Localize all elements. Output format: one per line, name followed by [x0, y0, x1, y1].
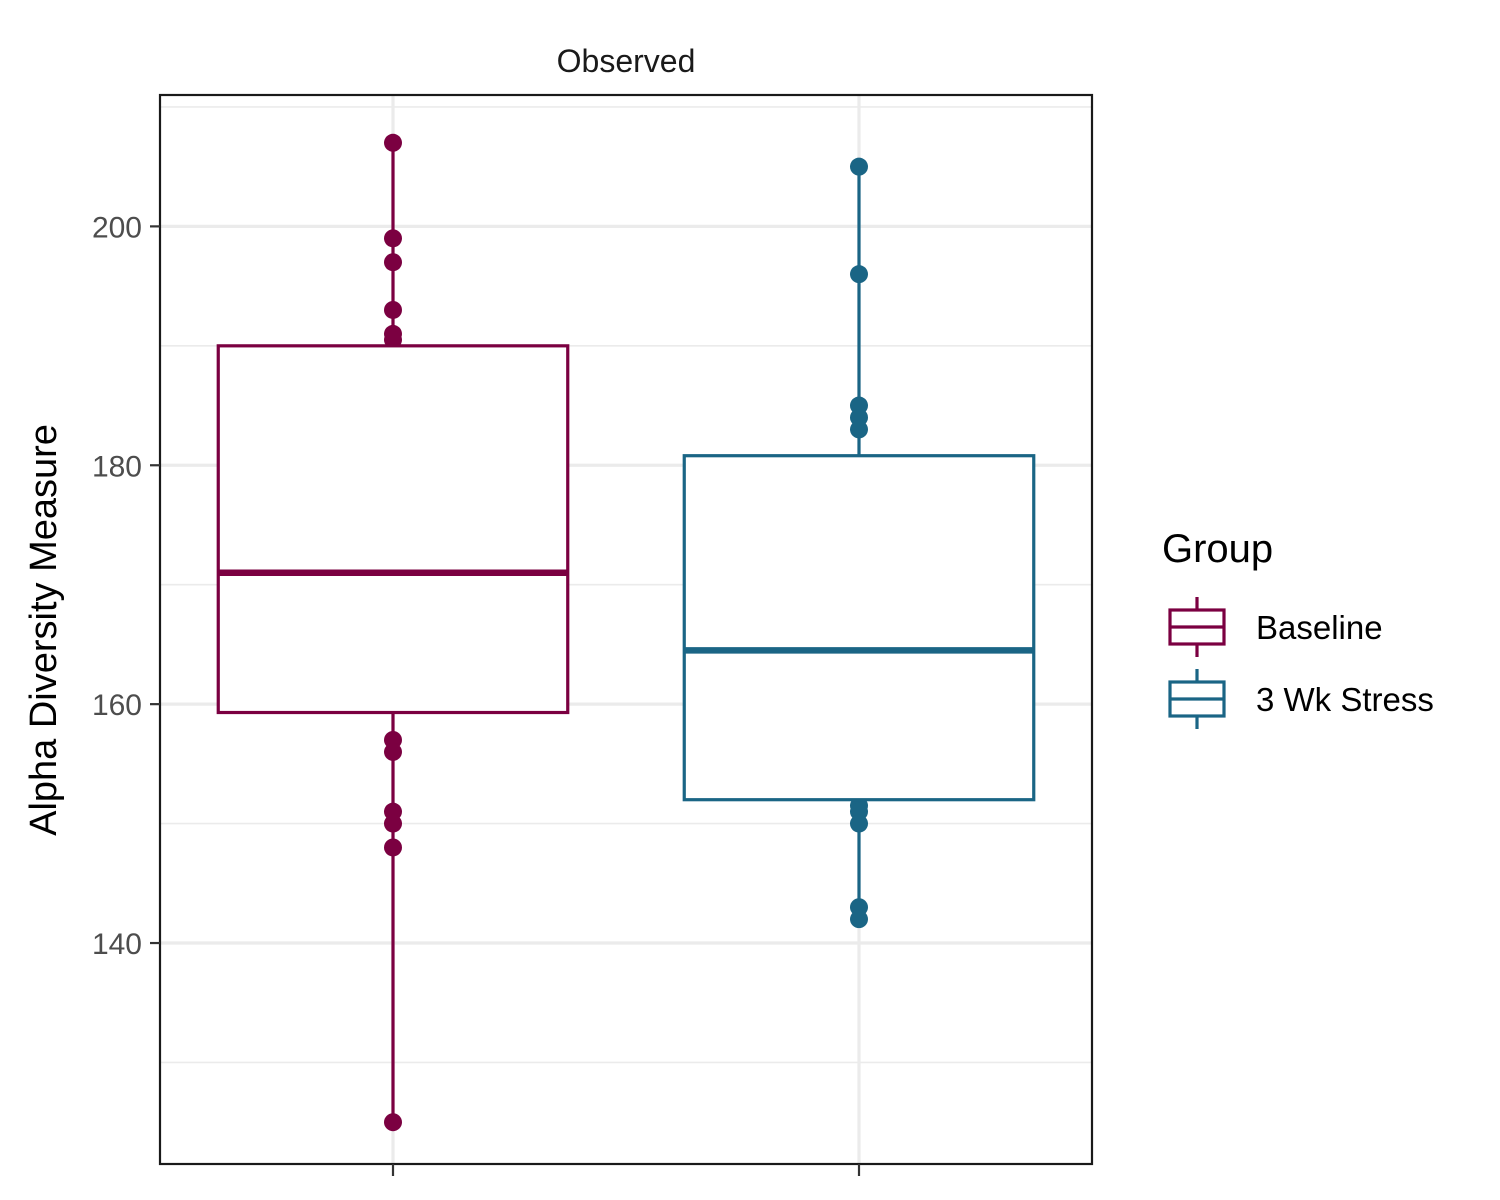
- data-point: [850, 910, 868, 929]
- legend-item: Baseline: [1168, 597, 1383, 657]
- legend-label: 3 Wk Stress: [1256, 681, 1434, 718]
- legend-label: Baseline: [1256, 609, 1383, 646]
- data-point: [850, 157, 868, 176]
- y-tick-label: 180: [92, 450, 142, 483]
- data-point: [384, 229, 402, 248]
- y-tick-label: 160: [92, 689, 142, 722]
- legend-title: Group: [1162, 527, 1273, 571]
- data-point: [384, 253, 402, 272]
- data-point: [850, 814, 868, 833]
- data-point: [384, 838, 402, 857]
- data-point: [384, 814, 402, 833]
- box-group: [216, 133, 570, 1132]
- legend: Group Baseline 3 Wk Stress: [1162, 527, 1434, 729]
- plot-area: [216, 133, 1036, 1132]
- data-point: [384, 133, 402, 152]
- box-group: [682, 157, 1036, 929]
- box: [216, 344, 570, 715]
- data-point: [850, 265, 868, 284]
- y-tick-label: 200: [92, 211, 142, 244]
- y-tick-label: 140: [92, 928, 142, 961]
- data-point: [384, 300, 402, 319]
- panel-border: [158, 93, 1094, 1166]
- data-point: [384, 1113, 402, 1132]
- y-axis-title: Alpha Diversity Measure: [23, 424, 65, 836]
- data-point: [384, 742, 402, 761]
- legend-item: 3 Wk Stress: [1168, 669, 1434, 729]
- facet-title: Observed: [557, 43, 696, 79]
- axes: 140 160 180 200: [92, 211, 861, 1176]
- data-point: [850, 420, 868, 439]
- box: [682, 454, 1036, 802]
